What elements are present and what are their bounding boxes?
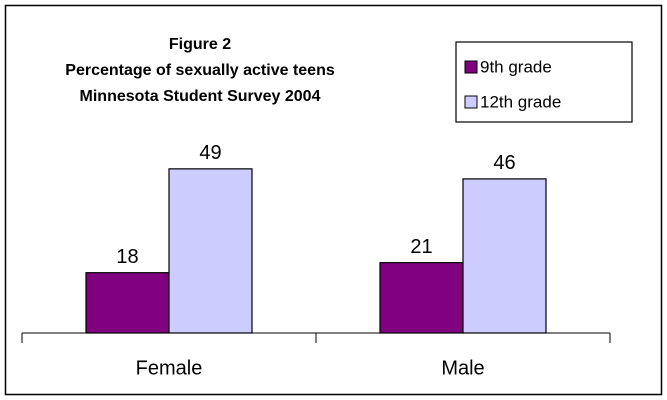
legend-label: 12th grade (480, 92, 561, 111)
data-label: 49 (199, 142, 221, 164)
bar (379, 262, 464, 334)
data-label: 46 (493, 152, 515, 174)
x-tick-label: Male (441, 357, 484, 379)
data-label: 18 (116, 246, 138, 268)
data-label: 21 (410, 236, 432, 258)
chart-title: Figure 2 (169, 36, 231, 53)
bar (85, 272, 170, 334)
legend-box (455, 41, 633, 123)
x-tick-label: Female (136, 357, 203, 379)
legend-swatch (464, 60, 478, 74)
bar (168, 168, 253, 334)
legend-label: 9th grade (480, 57, 552, 76)
legend-swatch (464, 95, 478, 109)
bar (462, 178, 547, 334)
chart-title: Percentage of sexually active teens (65, 62, 335, 79)
chart-title: Minnesota Student Survey 2004 (80, 88, 321, 105)
